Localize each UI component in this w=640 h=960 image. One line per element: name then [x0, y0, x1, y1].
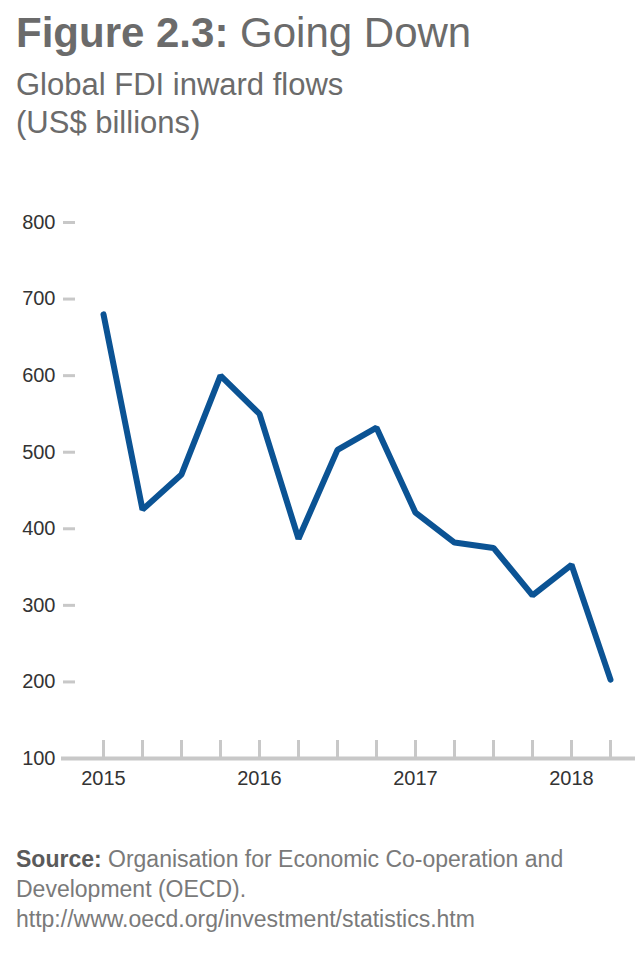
svg-text:400: 400 [22, 517, 55, 539]
html-text:Source: Organisation for Econo: Source: Organisation for Economic Co-ope… [16, 846, 564, 932]
svg-text:500: 500 [22, 441, 55, 463]
html-text:Figure 2.3: Going Down: Figure 2.3: Going Down [16, 9, 472, 56]
html-text:Global FDI inward flows (US$ b: Global FDI inward flows (US$ billions) [16, 67, 344, 140]
svg-text:700: 700 [22, 287, 55, 309]
svg-text:600: 600 [22, 364, 55, 386]
svg-text:2017: 2017 [393, 767, 438, 789]
svg-text:2015: 2015 [81, 767, 126, 789]
svg-text:800: 800 [22, 211, 55, 233]
svg-text:2018: 2018 [549, 767, 594, 789]
svg-text:200: 200 [22, 670, 55, 692]
svg-text:300: 300 [22, 594, 55, 616]
svg-text:100: 100 [22, 747, 55, 769]
svg-text:2016: 2016 [237, 767, 282, 789]
